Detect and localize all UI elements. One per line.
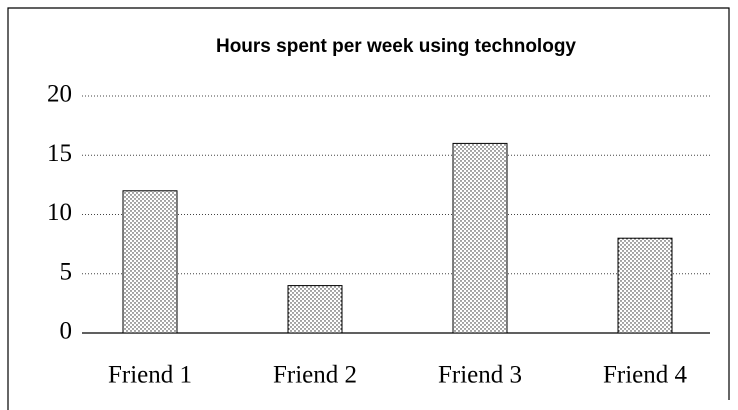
y-tick-label: 15 xyxy=(47,140,72,167)
y-tick-label: 0 xyxy=(60,318,73,345)
bar xyxy=(122,190,178,334)
chart-title: Hours spent per week using technology xyxy=(216,36,576,57)
y-tick-label: 10 xyxy=(47,199,72,226)
frame xyxy=(7,7,730,410)
bar xyxy=(452,142,508,334)
y-tick-label: 5 xyxy=(60,258,73,285)
x-tick-label: Friend 3 xyxy=(438,362,522,389)
x-tick-label: Friend 4 xyxy=(603,362,688,389)
x-tick-label: Friend 1 xyxy=(108,362,192,389)
bar xyxy=(617,237,673,334)
y-tick-label: 20 xyxy=(47,81,72,108)
bar xyxy=(287,285,343,334)
x-tick-label: Friend 2 xyxy=(273,362,357,389)
